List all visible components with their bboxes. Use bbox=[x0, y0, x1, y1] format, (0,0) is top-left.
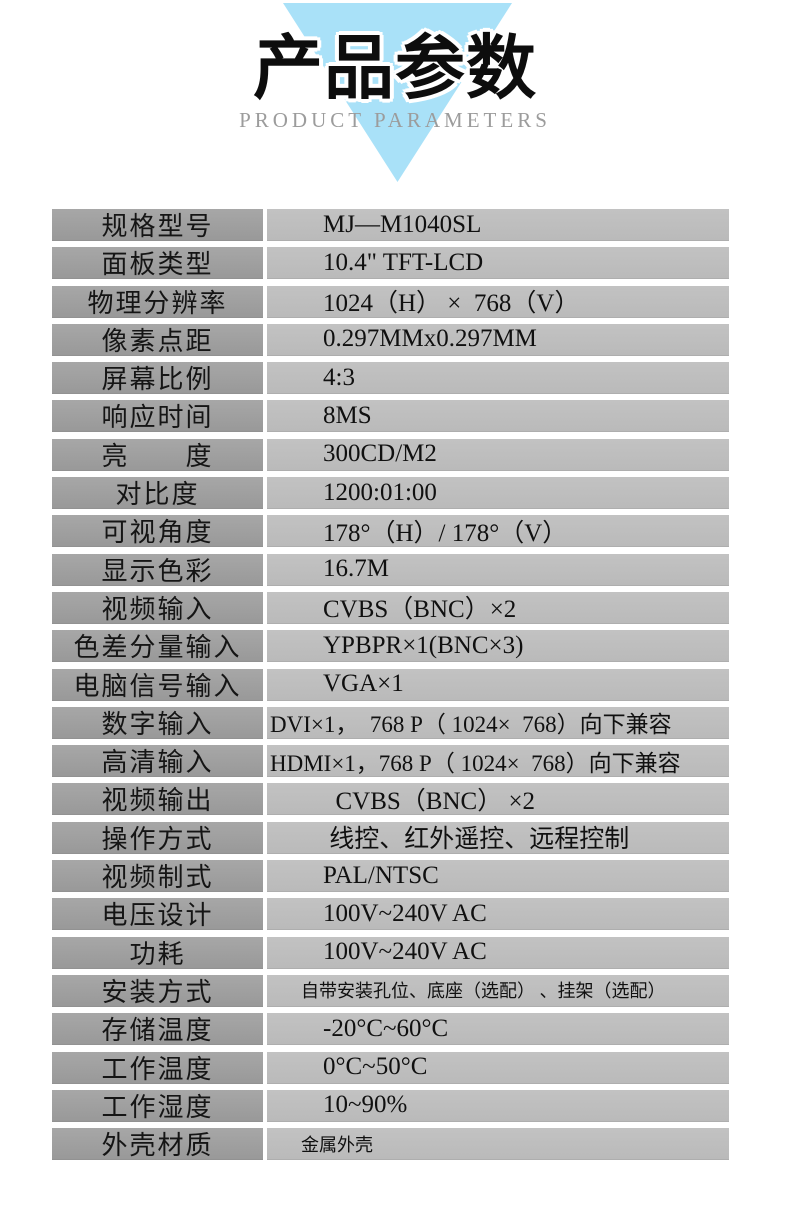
spec-label: 物理分辨率 bbox=[52, 285, 263, 318]
spec-value: VGA×1 bbox=[267, 668, 729, 701]
spec-value: 自带安装孔位、底座（选配） 、挂架（选配） bbox=[267, 974, 729, 1007]
spec-row-brightness: 亮 度 300CD/M2 bbox=[52, 438, 729, 471]
spec-row-working-humidity: 工作湿度 10~90% bbox=[52, 1089, 729, 1122]
spec-label: 电压设计 bbox=[52, 898, 263, 931]
spec-value: 100V~240V AC bbox=[267, 936, 729, 969]
spec-value: 1200:01:00 bbox=[267, 477, 729, 510]
spec-label: 工作温度 bbox=[52, 1051, 263, 1084]
spec-label: 安装方式 bbox=[52, 974, 263, 1007]
spec-row-display-colors: 显示色彩 16.7M bbox=[52, 553, 729, 586]
spec-value: 100V~240V AC bbox=[267, 898, 729, 931]
spec-label: 高清输入 bbox=[52, 745, 263, 778]
spec-label: 可视角度 bbox=[52, 515, 263, 548]
spec-row-case-material: 外壳材质 金属外壳 bbox=[52, 1128, 729, 1161]
spec-label: 规格型号 bbox=[52, 209, 263, 241]
spec-label: 视频输入 bbox=[52, 591, 263, 624]
spec-label: 存储温度 bbox=[52, 1013, 263, 1046]
spec-label: 屏幕比例 bbox=[52, 362, 263, 395]
spec-value: YPBPR×1(BNC×3) bbox=[267, 630, 729, 663]
spec-value: 0°C~50°C bbox=[267, 1051, 729, 1084]
spec-value: DVI×1， 768 P（ 1024× 768）向下兼容 bbox=[267, 706, 729, 739]
spec-value: CVBS（BNC）×2 bbox=[267, 591, 729, 624]
spec-row-contrast: 对比度 1200:01:00 bbox=[52, 477, 729, 510]
spec-value: 金属外壳 bbox=[267, 1128, 729, 1161]
header: 产品参数 PRODUCT PARAMETERS bbox=[0, 0, 790, 205]
spec-row-video-input: 视频输入 CVBS（BNC）×2 bbox=[52, 591, 729, 624]
spec-label: 像素点距 bbox=[52, 323, 263, 356]
spec-label: 对比度 bbox=[52, 477, 263, 510]
spec-value: 178°（H）/ 178°（V） bbox=[267, 515, 729, 548]
spec-label: 工作湿度 bbox=[52, 1089, 263, 1122]
spec-row-model: 规格型号 MJ—M1040SL bbox=[52, 209, 729, 241]
spec-label: 色差分量输入 bbox=[52, 630, 263, 663]
spec-label: 视频制式 bbox=[52, 860, 263, 893]
spec-label: 响应时间 bbox=[52, 400, 263, 433]
spec-row-panel-type: 面板类型 10.4" TFT-LCD bbox=[52, 247, 729, 280]
spec-row-resolution: 物理分辨率 1024（H） × 768（V） bbox=[52, 285, 729, 318]
spec-table: 规格型号 MJ—M1040SL 面板类型 10.4" TFT-LCD 物理分辨率… bbox=[52, 209, 729, 1166]
spec-value: CVBS（BNC） ×2 bbox=[267, 783, 729, 816]
spec-value: 10.4" TFT-LCD bbox=[267, 247, 729, 280]
spec-row-voltage: 电压设计 100V~240V AC bbox=[52, 898, 729, 931]
spec-row-component-input: 色差分量输入 YPBPR×1(BNC×3) bbox=[52, 630, 729, 663]
page-subtitle: PRODUCT PARAMETERS bbox=[239, 108, 551, 132]
spec-value: 300CD/M2 bbox=[267, 438, 729, 471]
spec-value: 4:3 bbox=[267, 362, 729, 395]
spec-label: 外壳材质 bbox=[52, 1128, 263, 1161]
spec-row-digital-input: 数字输入 DVI×1， 768 P（ 1024× 768）向下兼容 bbox=[52, 706, 729, 739]
spec-row-video-output: 视频输出 CVBS（BNC） ×2 bbox=[52, 783, 729, 816]
spec-row-power: 功耗 100V~240V AC bbox=[52, 936, 729, 969]
spec-value: -20°C~60°C bbox=[267, 1013, 729, 1046]
spec-value: 10~90% bbox=[267, 1089, 729, 1122]
spec-label: 亮 度 bbox=[52, 438, 263, 471]
spec-value: HDMI×1，768 P（ 1024× 768）向下兼容 bbox=[267, 745, 729, 778]
page-title: 产品参数 bbox=[253, 29, 537, 107]
spec-row-pixel-pitch: 像素点距 0.297MMx0.297MM bbox=[52, 323, 729, 356]
spec-value: PAL/NTSC bbox=[267, 860, 729, 893]
spec-label: 面板类型 bbox=[52, 247, 263, 280]
spec-row-video-standard: 视频制式 PAL/NTSC bbox=[52, 860, 729, 893]
spec-label: 电脑信号输入 bbox=[52, 668, 263, 701]
spec-value: 8MS bbox=[267, 400, 729, 433]
spec-label: 功耗 bbox=[52, 936, 263, 969]
spec-value: 16.7M bbox=[267, 553, 729, 586]
spec-row-operation-mode: 操作方式 线控、红外遥控、远程控制 bbox=[52, 821, 729, 854]
spec-row-aspect-ratio: 屏幕比例 4:3 bbox=[52, 362, 729, 395]
spec-value: 0.297MMx0.297MM bbox=[267, 323, 729, 356]
spec-label: 视频输出 bbox=[52, 783, 263, 816]
spec-row-viewing-angle: 可视角度 178°（H）/ 178°（V） bbox=[52, 515, 729, 548]
spec-value: MJ—M1040SL bbox=[267, 209, 729, 241]
spec-label: 显示色彩 bbox=[52, 553, 263, 586]
spec-row-working-temp: 工作温度 0°C~50°C bbox=[52, 1051, 729, 1084]
spec-row-pc-input: 电脑信号输入 VGA×1 bbox=[52, 668, 729, 701]
spec-row-mounting: 安装方式 自带安装孔位、底座（选配） 、挂架（选配） bbox=[52, 974, 729, 1007]
spec-value: 1024（H） × 768（V） bbox=[267, 285, 729, 318]
spec-label: 操作方式 bbox=[52, 821, 263, 854]
spec-row-hd-input: 高清输入 HDMI×1，768 P（ 1024× 768）向下兼容 bbox=[52, 745, 729, 778]
spec-row-storage-temp: 存储温度 -20°C~60°C bbox=[52, 1013, 729, 1046]
spec-label: 数字输入 bbox=[52, 706, 263, 739]
spec-row-response-time: 响应时间 8MS bbox=[52, 400, 729, 433]
spec-value: 线控、红外遥控、远程控制 bbox=[267, 821, 729, 854]
